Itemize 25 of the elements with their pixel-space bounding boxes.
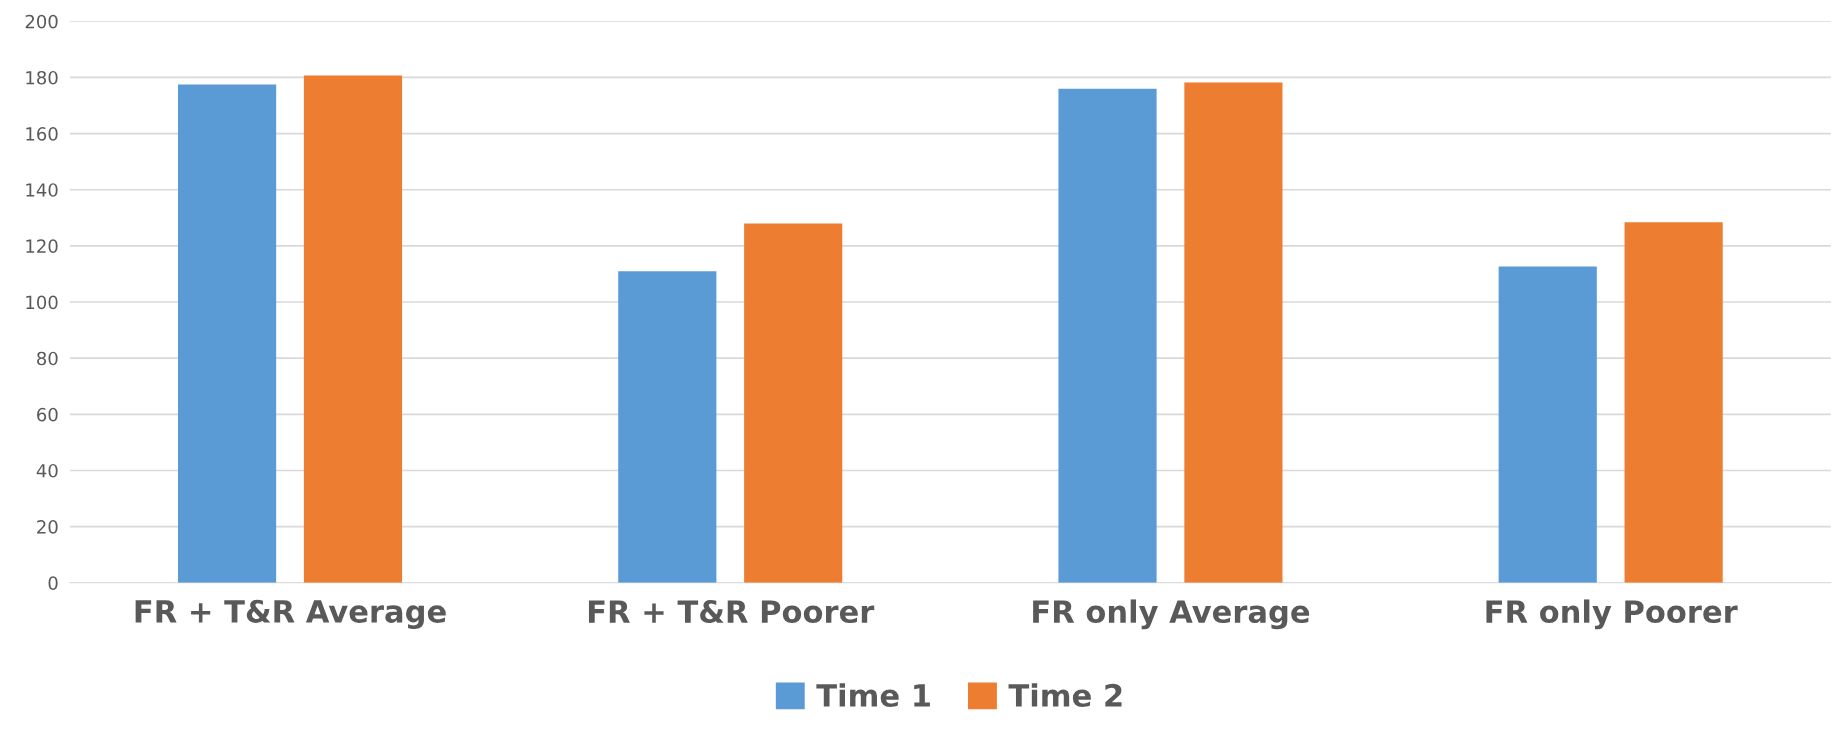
y-tick-label: 40 — [36, 463, 58, 478]
bar — [303, 75, 403, 583]
bar — [177, 84, 277, 583]
y-tick-label: 200 — [25, 14, 58, 29]
y-tick-label: 0 — [48, 576, 58, 590]
y-tick-label: 60 — [37, 407, 58, 422]
x-tick-label: FR + T&R Average — [135, 599, 446, 630]
y-tick-label: 80 — [37, 351, 58, 366]
y-tick-label: 180 — [26, 70, 58, 85]
x-tick-label: FR only Average — [1033, 599, 1310, 630]
y-tick-label: 140 — [26, 183, 58, 197]
bar — [1184, 82, 1283, 583]
bar — [744, 223, 843, 583]
y-tick-label: 100 — [26, 295, 58, 310]
legend-label: Time 1 — [816, 683, 930, 707]
x-tick-label: FR only Poorer — [1486, 599, 1738, 630]
x-tick-label: FR + T&R Poorer — [588, 600, 875, 624]
bar — [618, 271, 717, 583]
legend-label: Time 2 — [1008, 683, 1122, 707]
bar — [1058, 88, 1157, 583]
y-tick-label: 20 — [37, 520, 58, 534]
y-tick-label: 160 — [26, 127, 58, 141]
bar — [1624, 222, 1723, 583]
y-tick-label: 120 — [26, 239, 58, 254]
bar — [1498, 266, 1597, 583]
